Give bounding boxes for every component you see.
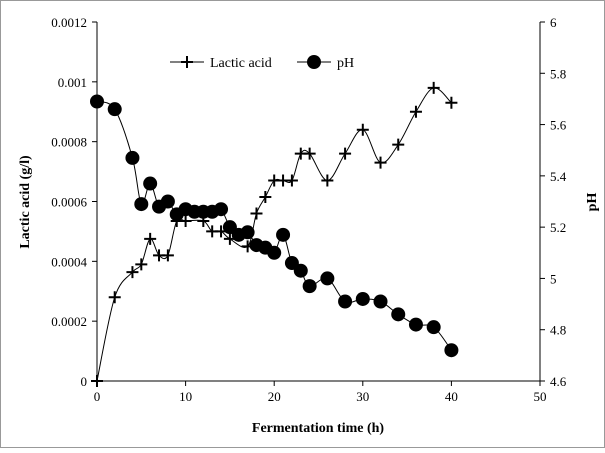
lactic-acid-point bbox=[144, 232, 157, 245]
x-tick-label: 40 bbox=[445, 389, 458, 404]
x-tick-label: 30 bbox=[356, 389, 369, 404]
lactic-acid-point bbox=[108, 291, 121, 304]
lactic-acid-point bbox=[259, 191, 272, 204]
lactic-acid-point bbox=[445, 96, 458, 109]
ph-point bbox=[302, 279, 317, 294]
lactic-acid-point bbox=[409, 105, 422, 118]
ph-point bbox=[338, 294, 353, 309]
y2-tick-label: 5.8 bbox=[550, 66, 566, 81]
y-tick-label: 0.0008 bbox=[51, 135, 87, 150]
y-tick-label: 0.001 bbox=[58, 75, 87, 90]
y-tick-label: 0.0004 bbox=[51, 254, 87, 269]
ph-point bbox=[320, 271, 335, 286]
ph-point bbox=[160, 194, 175, 209]
y2-tick-label: 5.2 bbox=[550, 220, 566, 235]
lactic-acid-point bbox=[356, 123, 369, 136]
legend-label-ph: pH bbox=[337, 56, 354, 71]
x-tick-label: 10 bbox=[179, 389, 192, 404]
lactic-acid-point bbox=[250, 207, 263, 220]
lactic-acid-point bbox=[126, 266, 139, 279]
lactic-acid-point bbox=[179, 214, 192, 227]
y2-axis-label: pH bbox=[585, 193, 600, 212]
x-axis-label: Fermentation time (h) bbox=[252, 421, 385, 436]
lactic-acid-point bbox=[339, 147, 352, 160]
y2-tick-label: 5.4 bbox=[550, 169, 567, 184]
y2-tick-label: 5.6 bbox=[550, 118, 567, 133]
y-tick-label: 0 bbox=[81, 374, 88, 389]
lactic-acid-point bbox=[135, 258, 148, 271]
ph-point bbox=[293, 263, 308, 278]
lactic-acid-point bbox=[427, 81, 440, 94]
y-tick-label: 0.0006 bbox=[51, 195, 87, 210]
ph-point bbox=[214, 202, 229, 217]
x-tick-label: 0 bbox=[94, 389, 101, 404]
legend-label-lactic: Lactic acid bbox=[210, 56, 272, 71]
ph-point bbox=[373, 294, 388, 309]
ph-point bbox=[391, 307, 406, 322]
ph-point bbox=[426, 320, 441, 335]
ph-point bbox=[143, 176, 158, 191]
ph-point bbox=[125, 150, 140, 165]
ph-point bbox=[276, 227, 291, 242]
y2-tick-label: 5 bbox=[550, 271, 557, 286]
ph-point bbox=[107, 102, 122, 117]
ph-point bbox=[90, 94, 104, 109]
y2-tick-label: 4.6 bbox=[550, 374, 567, 389]
legend-circle-icon bbox=[307, 55, 321, 69]
lactic-acid-point bbox=[303, 147, 316, 160]
x-tick-label: 50 bbox=[534, 389, 547, 404]
lactic-acid-point bbox=[91, 375, 103, 387]
lactic-acid-point bbox=[285, 174, 298, 187]
ph-point bbox=[134, 197, 149, 212]
legend: Lactic acid pH bbox=[170, 55, 354, 71]
ph-point bbox=[267, 245, 282, 260]
y-axis-label: Lactic acid (g/l) bbox=[18, 155, 33, 249]
ph-point bbox=[408, 317, 423, 332]
lactic-acid-point bbox=[392, 138, 405, 151]
y2-tick-label: 6 bbox=[550, 15, 557, 30]
lactic-acid-point bbox=[161, 249, 174, 262]
y-tick-label: 0.0002 bbox=[51, 314, 87, 329]
y2-tick-label: 4.8 bbox=[550, 323, 566, 338]
lactic-acid-point bbox=[374, 156, 387, 169]
ph-point bbox=[355, 291, 370, 306]
lactic-acid-point bbox=[321, 174, 334, 187]
x-tick-label: 20 bbox=[268, 389, 281, 404]
y-tick-label: 0.0012 bbox=[51, 15, 87, 30]
legend-plus-icon bbox=[181, 56, 193, 68]
ph-point bbox=[444, 343, 459, 358]
ph-point bbox=[240, 225, 255, 240]
